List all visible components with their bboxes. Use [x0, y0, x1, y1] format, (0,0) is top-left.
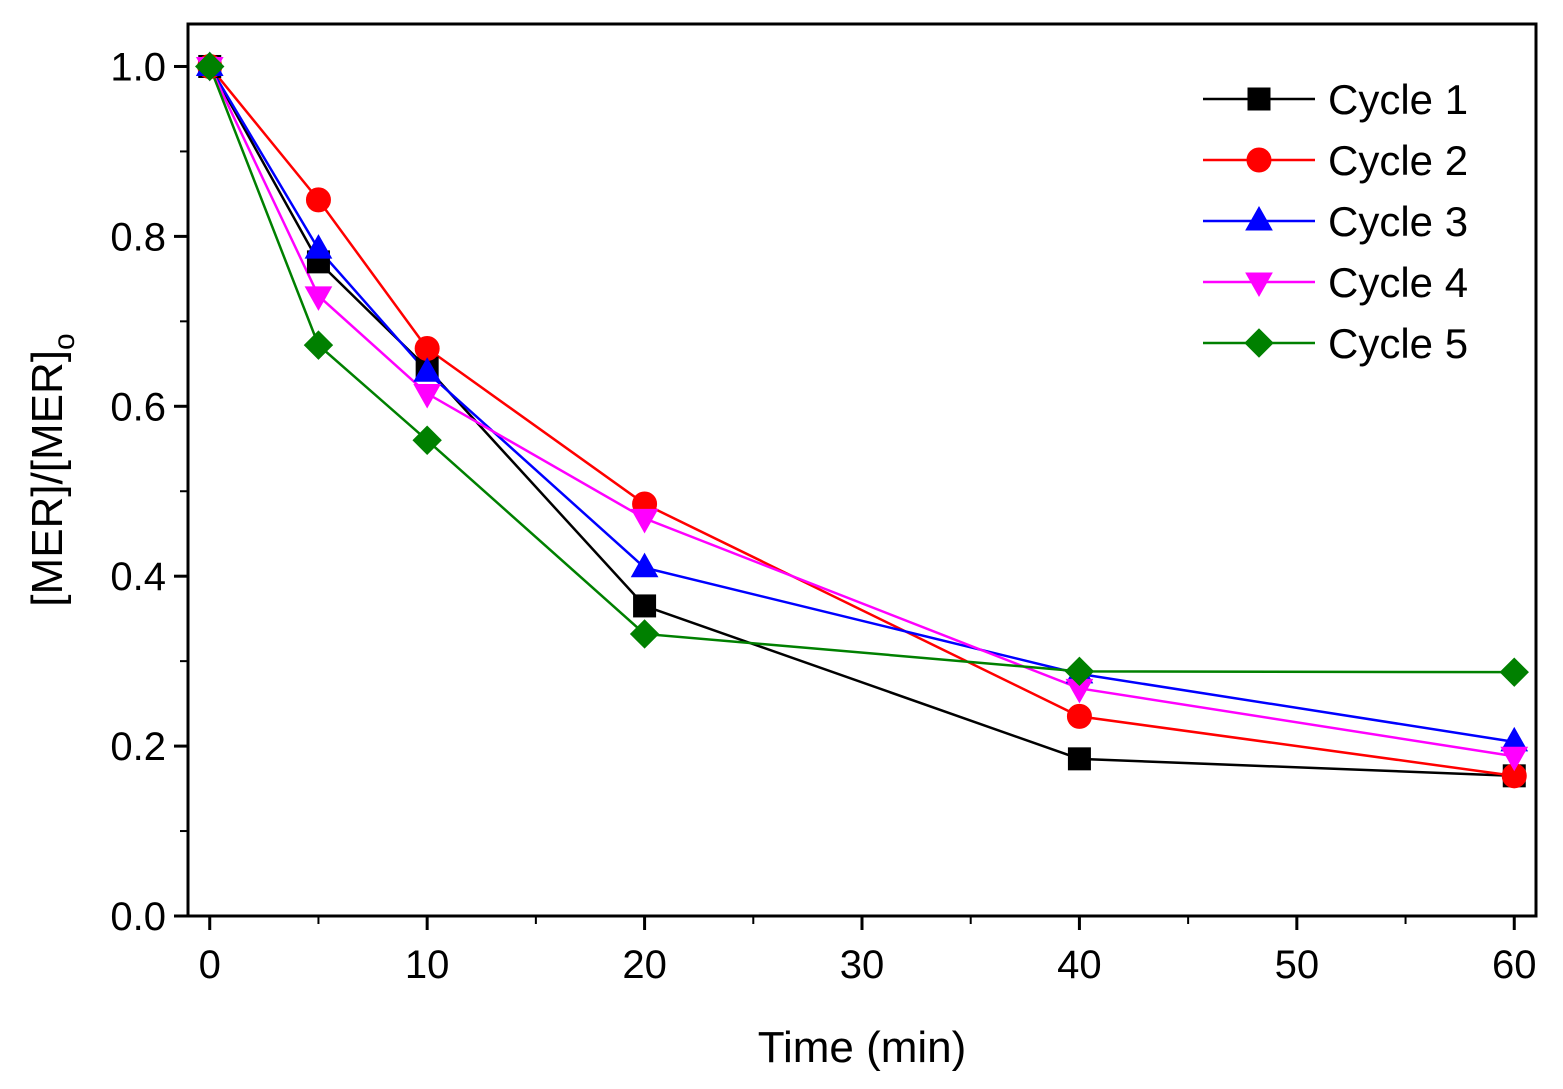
legend-label: Cycle 2 [1328, 137, 1468, 184]
series-line-cycle-3 [208, 65, 1515, 744]
x-tick-label: 60 [1492, 943, 1537, 987]
data-point-cycle-5 [1499, 657, 1529, 687]
legend: Cycle 1 Cycle 2 Cycle 3 Cycle 4 Cycle 5 [1203, 76, 1468, 367]
y-tick-label: 0.8 [110, 215, 166, 259]
legend-marker [1247, 87, 1271, 111]
data-point-cycle-4 [304, 286, 333, 311]
y-axis-title-subscript: o [48, 333, 81, 350]
data-point-cycle-4 [413, 384, 442, 409]
legend-marker [1245, 205, 1273, 231]
y-tick-label: 0.0 [110, 895, 166, 939]
data-point-cycle-2 [1066, 703, 1092, 729]
y-tick-label: 0.6 [110, 385, 166, 429]
data-point-cycle-1 [633, 594, 657, 618]
data-point-cycle-4 [630, 508, 659, 534]
x-axis-title: Time (min) [758, 1023, 967, 1072]
data-point-cycle-2 [305, 187, 331, 213]
x-tick-label: 50 [1275, 943, 1320, 987]
y-tick-label: 0.4 [110, 555, 166, 599]
data-point-cycle-3 [304, 234, 333, 259]
data-point-cycle-4 [1500, 746, 1529, 772]
y-axis-title-main: [MER]/[MER] [23, 350, 72, 607]
series-line-cycle-4 [208, 65, 1515, 758]
data-point-cycle-3 [630, 552, 659, 578]
series-points [195, 51, 1529, 789]
legend-label: Cycle 3 [1328, 198, 1468, 245]
legend-label: Cycle 1 [1328, 76, 1468, 123]
legend-marker [1244, 328, 1274, 358]
y-tick-label: 1.0 [110, 45, 166, 89]
x-tick-label: 40 [1057, 943, 1102, 987]
legend-item-cycle-5: Cycle 5 [1203, 320, 1468, 367]
series-lines [208, 65, 1515, 778]
x-tick-label: 20 [622, 943, 667, 987]
x-tick-label: 10 [405, 943, 450, 987]
legend-item-cycle-2: Cycle 2 [1203, 137, 1468, 184]
legend-marker [1246, 147, 1272, 173]
legend-label: Cycle 5 [1328, 320, 1468, 367]
series-line-cycle-2 [208, 65, 1515, 778]
x-tick-label: 30 [840, 943, 885, 987]
legend-item-cycle-1: Cycle 1 [1203, 76, 1468, 123]
y-tick-label: 0.2 [110, 725, 166, 769]
data-point-cycle-5 [412, 425, 442, 455]
legend-item-cycle-3: Cycle 3 [1203, 198, 1468, 245]
axis-ticks [174, 64, 1516, 930]
legend-label: Cycle 4 [1328, 259, 1468, 306]
data-point-cycle-1 [1067, 747, 1091, 771]
data-point-cycle-5 [1064, 656, 1095, 687]
data-point-cycle-2 [414, 336, 440, 362]
series-line-cycle-1 [208, 65, 1515, 778]
axis-tick-labels: 0 10 20 30 40 50 60 0.0 0.2 0.4 0.6 0.8 1.0 [110, 45, 1536, 987]
legend-item-cycle-4: Cycle 4 [1203, 259, 1468, 306]
data-point-cycle-5 [195, 51, 225, 82]
data-point-cycle-5 [303, 330, 334, 360]
y-axis-title: [MER]/[MER]o [23, 333, 81, 606]
data-point-cycle-3 [413, 357, 442, 382]
legend-marker [1245, 272, 1273, 298]
series-line-cycle-5 [208, 66, 1515, 674]
x-tick-label: 0 [199, 943, 221, 987]
data-point-cycle-5 [629, 619, 660, 649]
